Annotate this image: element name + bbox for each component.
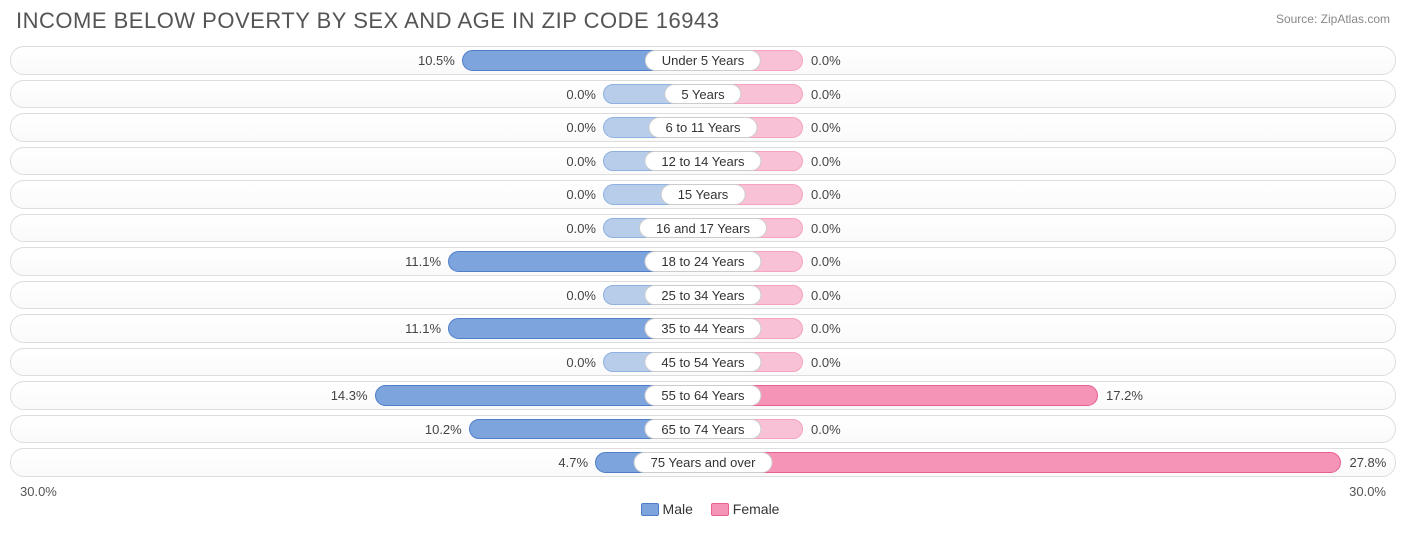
female-value: 0.0% <box>803 352 841 374</box>
male-value: 4.7% <box>558 452 596 474</box>
data-row: 0.0% 0.0% 15 Years <box>10 180 1396 209</box>
female-value: 0.0% <box>803 419 841 441</box>
chart-title: INCOME BELOW POVERTY BY SEX AND AGE IN Z… <box>16 8 719 34</box>
female-value: 0.0% <box>803 117 841 139</box>
male-value: 0.0% <box>566 218 604 240</box>
female-value: 0.0% <box>803 151 841 173</box>
female-bar <box>703 452 1341 473</box>
male-value: 10.5% <box>418 50 463 72</box>
female-value: 0.0% <box>803 184 841 206</box>
male-value: 11.1% <box>405 318 449 340</box>
data-row: 10.5% 0.0% Under 5 Years <box>10 46 1396 75</box>
category-label: Under 5 Years <box>645 50 761 71</box>
male-value: 0.0% <box>566 117 604 139</box>
category-label: 18 to 24 Years <box>644 251 761 272</box>
data-row: 0.0% 0.0% 25 to 34 Years <box>10 281 1396 310</box>
male-value: 14.3% <box>331 385 376 407</box>
category-label: 25 to 34 Years <box>644 285 761 306</box>
male-value: 0.0% <box>566 151 604 173</box>
legend-swatch-female <box>711 503 729 516</box>
category-label: 75 Years and over <box>634 452 773 473</box>
legend: Male Female <box>10 499 1396 517</box>
chart-rows: 10.5%0.0%Under 5 Years0.0%0.0%5 Years0.0… <box>10 46 1396 477</box>
female-value: 27.8% <box>1341 452 1386 474</box>
category-label: 12 to 14 Years <box>644 151 761 172</box>
chart-header: INCOME BELOW POVERTY BY SEX AND AGE IN Z… <box>10 8 1396 46</box>
female-value: 0.0% <box>803 251 841 273</box>
male-value: 0.0% <box>566 352 604 374</box>
data-row: 0.0% 0.0% 16 and 17 Years <box>10 214 1396 243</box>
chart-source: Source: ZipAtlas.com <box>1276 8 1390 26</box>
male-value: 11.1% <box>405 251 449 273</box>
legend-label-female: Female <box>733 501 780 517</box>
data-row: 10.2% 0.0% 65 to 74 Years <box>10 415 1396 444</box>
data-row: 4.7% 27.8% 75 Years and over <box>10 448 1396 477</box>
male-value: 0.0% <box>566 84 604 106</box>
category-label: 65 to 74 Years <box>644 419 761 440</box>
data-row: 14.3% 17.2% 55 to 64 Years <box>10 381 1396 410</box>
axis-max-right: 30.0% <box>1349 484 1386 499</box>
category-label: 16 and 17 Years <box>639 218 767 239</box>
data-row: 0.0% 0.0% 45 to 54 Years <box>10 348 1396 377</box>
data-row: 0.0% 0.0% 6 to 11 Years <box>10 113 1396 142</box>
category-label: 6 to 11 Years <box>649 117 758 138</box>
axis-max-left: 30.0% <box>20 484 57 499</box>
legend-swatch-male <box>641 503 659 516</box>
data-row: 0.0% 0.0% 5 Years <box>10 80 1396 109</box>
female-value: 0.0% <box>803 285 841 307</box>
female-value: 0.0% <box>803 218 841 240</box>
category-label: 15 Years <box>661 184 746 205</box>
axis-labels: 30.0% 30.0% <box>10 482 1396 499</box>
data-row: 0.0% 0.0% 12 to 14 Years <box>10 147 1396 176</box>
category-label: 5 Years <box>664 84 741 105</box>
male-value: 0.0% <box>566 285 604 307</box>
female-value: 0.0% <box>803 50 841 72</box>
female-value: 0.0% <box>803 318 841 340</box>
female-value: 17.2% <box>1098 385 1143 407</box>
male-value: 10.2% <box>425 419 470 441</box>
category-label: 55 to 64 Years <box>644 385 761 406</box>
female-bar <box>703 385 1098 406</box>
male-value: 0.0% <box>566 184 604 206</box>
data-row: 11.1% 0.0% 18 to 24 Years <box>10 247 1396 276</box>
data-row: 11.1% 0.0% 35 to 44 Years <box>10 314 1396 343</box>
female-value: 0.0% <box>803 84 841 106</box>
category-label: 45 to 54 Years <box>644 352 761 373</box>
legend-label-male: Male <box>663 501 693 517</box>
poverty-butterfly-chart: INCOME BELOW POVERTY BY SEX AND AGE IN Z… <box>0 0 1406 517</box>
category-label: 35 to 44 Years <box>644 318 761 339</box>
